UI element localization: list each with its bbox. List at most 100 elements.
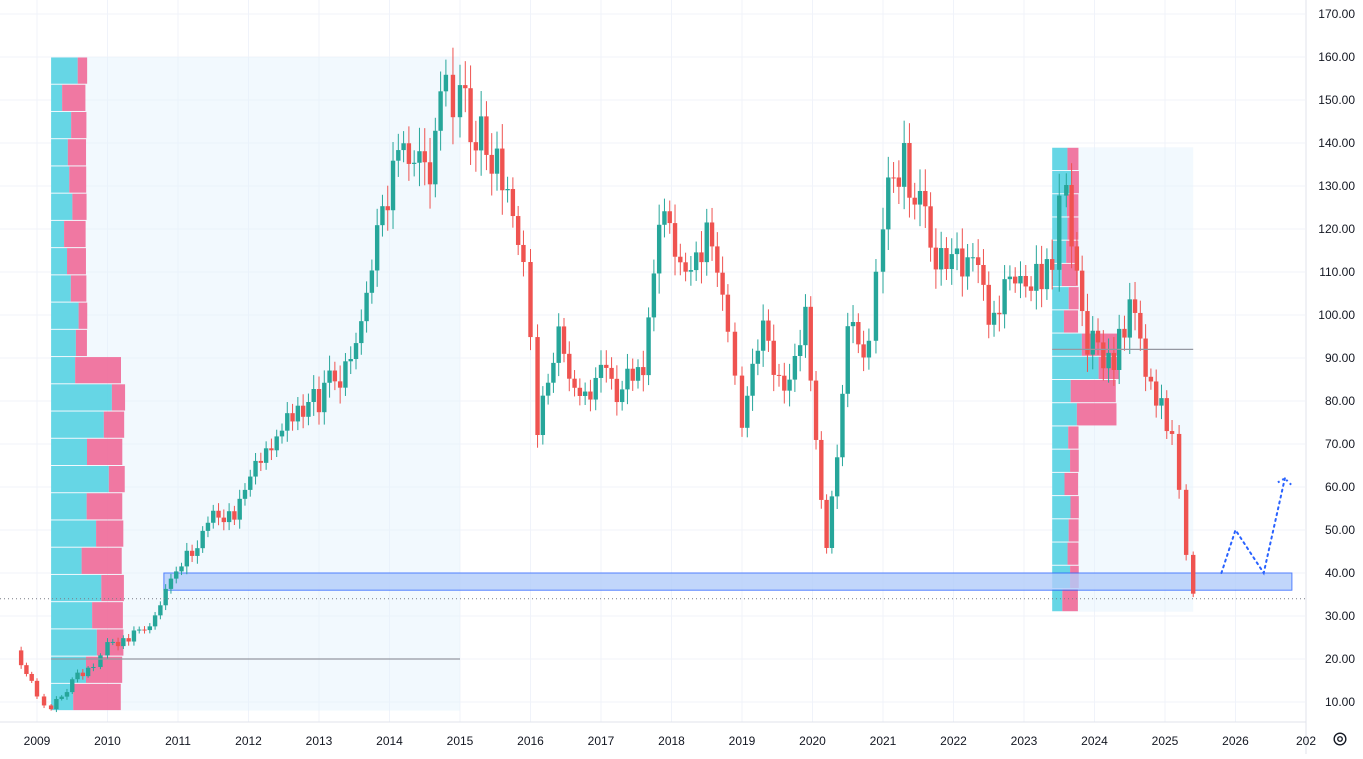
volume-profile-bar-up — [51, 166, 70, 193]
volume-profile-bar-up — [51, 329, 76, 357]
volume-profile-bar-down — [78, 302, 88, 329]
candle-body — [417, 151, 422, 163]
volume-profile-bar-down — [1076, 403, 1117, 426]
x-tick-label: 2011 — [165, 734, 191, 748]
volume-profile-bar-down — [72, 193, 87, 220]
candle-body — [98, 655, 103, 667]
candle-body — [787, 379, 792, 391]
candle-body — [834, 457, 840, 497]
volume-profile-bar-down — [101, 574, 124, 602]
candle-body — [1111, 352, 1117, 370]
x-tick-label: 2009 — [24, 734, 51, 748]
candle-body — [1018, 275, 1023, 284]
candle-body — [353, 343, 359, 360]
candle-body — [473, 142, 479, 151]
volume-profile-bar-down — [1070, 380, 1116, 403]
volume-profile-bar-up — [51, 193, 73, 220]
volume-profile-bar-up — [51, 656, 86, 683]
candle-body — [720, 272, 725, 295]
candle-body — [500, 148, 505, 191]
volume-profile-bar-down — [96, 520, 124, 547]
candle-body — [923, 190, 928, 207]
x-tick-label: 2012 — [235, 734, 262, 748]
volume-profile-bar-up — [51, 275, 71, 302]
candle-body — [1148, 376, 1154, 382]
candle-body — [725, 294, 731, 332]
candle-body — [604, 364, 609, 368]
candle-body — [237, 498, 242, 520]
volume-profile-bar-down — [71, 111, 87, 139]
y-tick-label: 70.00 — [1325, 437, 1355, 451]
candle-body — [1090, 330, 1095, 355]
candle-body — [521, 244, 526, 263]
volume-profile-bar-up — [51, 357, 76, 384]
candle-body — [258, 460, 264, 463]
candle-body — [981, 264, 986, 285]
candle-body — [1069, 185, 1074, 247]
candle-body — [598, 364, 604, 378]
candle-body — [1159, 398, 1164, 406]
candle-body — [1138, 312, 1143, 339]
y-tick-label: 130.00 — [1318, 179, 1355, 193]
candle-body — [406, 143, 412, 164]
candle-body — [678, 256, 683, 263]
candle-body — [105, 642, 110, 656]
volume-profile-bar-down — [92, 602, 123, 629]
y-tick-label: 140.00 — [1318, 136, 1355, 150]
y-tick-label: 20.00 — [1325, 652, 1355, 666]
volume-profile-bar-up — [1052, 356, 1099, 379]
candle-body — [54, 698, 59, 710]
candle-body — [528, 262, 533, 338]
candle-body — [248, 476, 253, 490]
volume-profile-bar-down — [1070, 449, 1079, 472]
x-axis[interactable]: 2009 2010 2011 2012 2013 2014 2015 2016 2017 2018… — [0, 721, 1316, 748]
candle-body — [997, 312, 1002, 315]
volume-profile-bar-down — [103, 411, 125, 438]
volume-profile-bar-down — [1063, 310, 1079, 333]
candle-body — [316, 389, 322, 413]
candle-body — [572, 378, 577, 388]
candle-body — [651, 273, 657, 318]
y-tick-label: 150.00 — [1318, 93, 1355, 107]
volume-profile-bar-up — [51, 84, 63, 111]
candle-body — [332, 370, 338, 382]
candle-body — [70, 679, 75, 693]
candle-body — [64, 692, 70, 697]
candle-body — [797, 345, 803, 356]
candle-body — [907, 143, 912, 198]
candle-body — [755, 350, 761, 364]
volume-profile-bar-up — [51, 466, 109, 493]
volume-profile-bar-down — [64, 220, 86, 248]
candle-body — [938, 248, 944, 270]
candle-body — [468, 88, 473, 143]
support-zone[interactable] — [163, 572, 1293, 591]
candle-body — [667, 211, 672, 224]
candle-body — [1079, 270, 1085, 312]
candle-body — [901, 143, 907, 187]
volume-profile-bar-up — [1052, 287, 1069, 310]
horizontal-levels[interactable] — [51, 348, 1194, 660]
x-tick-label: 2024 — [1081, 734, 1108, 748]
candle-body — [880, 229, 886, 272]
gear-icon[interactable] — [1331, 730, 1349, 748]
candle-body — [577, 387, 583, 396]
y-axis[interactable]: 170.00 160.00 150.00 140.00 130.00 120.00 110.… — [1305, 0, 1355, 754]
volume-profile-bar-down — [1071, 171, 1079, 194]
volume-profile-bar-up — [51, 547, 82, 574]
candle-body — [856, 322, 861, 345]
candle-body — [540, 395, 546, 436]
y-tick-label: 90.00 — [1325, 351, 1355, 365]
candle-body — [91, 666, 96, 668]
volume-profile-bar-down — [1068, 287, 1079, 310]
candle-body — [986, 284, 991, 325]
candle-body — [438, 91, 443, 131]
candle-body — [179, 566, 184, 572]
candle-body — [1012, 276, 1018, 284]
candle-body — [949, 254, 954, 270]
candle-body — [803, 306, 808, 346]
x-tick-label: 202 — [1296, 734, 1316, 748]
candle-body — [1101, 342, 1106, 369]
forecast-path[interactable] — [1220, 477, 1293, 576]
candle-body — [609, 367, 614, 379]
